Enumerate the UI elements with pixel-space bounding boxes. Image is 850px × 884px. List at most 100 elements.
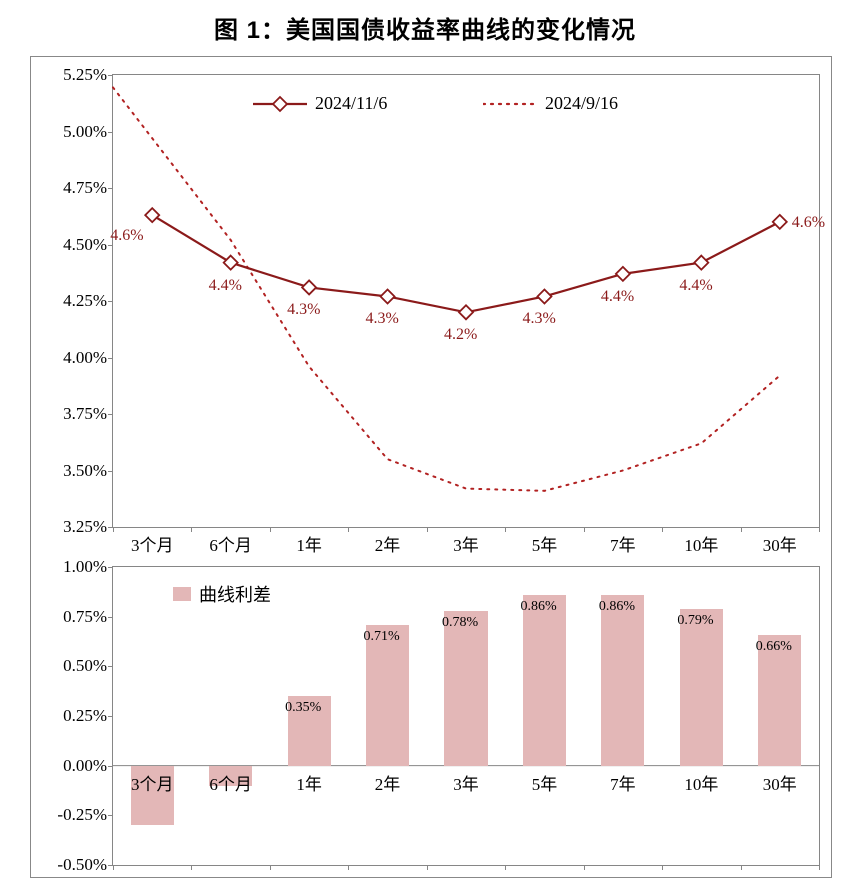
bar-data-label: 0.86% <box>520 599 556 615</box>
line-ytick-mark <box>108 132 113 133</box>
bar-data-label: 0.78% <box>442 615 478 631</box>
line-ytick-mark <box>108 358 113 359</box>
bar-xtick-mark <box>584 865 585 870</box>
line-data-label: 4.3% <box>366 310 399 328</box>
line-ytick-mark <box>108 301 113 302</box>
line-xtick-mark <box>270 527 271 532</box>
bar-xtick-label: 3个月 <box>131 768 174 795</box>
bar-ytick-label: 0.50% <box>63 656 113 676</box>
diamond-marker-icon <box>145 208 159 222</box>
legend-label: 2024/11/6 <box>315 93 387 114</box>
line-xtick-mark <box>741 527 742 532</box>
bar-ytick-label: 0.00% <box>63 756 113 776</box>
line-ytick-label: 4.00% <box>63 348 113 368</box>
line-ytick-mark <box>108 471 113 472</box>
bar-data-label: 0.71% <box>364 629 400 645</box>
line-data-label: 4.4% <box>209 277 242 295</box>
legend-dotted-icon <box>483 95 537 113</box>
diamond-marker-icon <box>381 289 395 303</box>
bar-xtick-label: 7年 <box>610 768 636 795</box>
line-xtick-mark <box>584 527 585 532</box>
bar-data-label: 0.35% <box>285 700 321 716</box>
bar-ytick-mark <box>108 567 113 568</box>
line-ytick-mark <box>108 414 113 415</box>
bar-xtick-label: 6个月 <box>209 768 252 795</box>
line-ytick-label: 4.75% <box>63 178 113 198</box>
line-xtick-mark <box>662 527 663 532</box>
bar-ytick-label: 0.25% <box>63 706 113 726</box>
diamond-marker-icon <box>459 305 473 319</box>
line-xtick-label: 30年 <box>763 527 797 556</box>
line-ytick-mark <box>108 188 113 189</box>
figure-title: 图 1：美国国债收益率曲线的变化情况 <box>0 0 850 51</box>
line-ytick-label: 4.50% <box>63 235 113 255</box>
bar-ytick-mark <box>108 766 113 767</box>
line-data-label: 4.3% <box>287 301 320 319</box>
bar-rect <box>366 625 409 766</box>
line-ytick-label: 3.50% <box>63 461 113 481</box>
line-data-label: 4.6% <box>110 227 143 245</box>
legend-line-diamond-icon <box>253 95 307 113</box>
bar-rect <box>601 595 644 766</box>
bar-xtick-label: 1年 <box>296 768 322 795</box>
bar-legend: 曲线利差 <box>173 581 271 607</box>
bar-ytick-label: 1.00% <box>63 557 113 577</box>
line-xtick-label: 2年 <box>375 527 401 556</box>
bar-xtick-mark <box>741 865 742 870</box>
line-data-label: 4.6% <box>792 214 825 232</box>
line-data-label: 4.4% <box>679 277 712 295</box>
bar-xtick-label: 2年 <box>375 768 401 795</box>
line-xtick-label: 7年 <box>610 527 636 556</box>
bar-xtick-mark <box>270 865 271 870</box>
bar-xtick-mark <box>662 865 663 870</box>
bar-ytick-mark <box>108 815 113 816</box>
bar-xtick-mark <box>348 865 349 870</box>
diamond-marker-icon <box>302 280 316 294</box>
diamond-marker-icon <box>537 289 551 303</box>
bar-rect <box>523 595 566 766</box>
line-xtick-label: 5年 <box>532 527 558 556</box>
line-xtick-label: 6个月 <box>209 527 252 556</box>
line-chart-svg <box>113 75 819 527</box>
line-chart-plot-area: 5.25%5.00%4.75%4.50%4.25%4.00%3.75%3.50%… <box>112 74 820 528</box>
bar-ytick-mark <box>108 617 113 618</box>
diamond-marker-icon <box>773 215 787 229</box>
bar-xtick-mark <box>191 865 192 870</box>
bar-xtick-mark <box>427 865 428 870</box>
bar-xtick-mark <box>819 865 820 870</box>
line-data-label: 4.3% <box>522 310 555 328</box>
line-xtick-mark <box>427 527 428 532</box>
bar-rect <box>680 609 723 766</box>
diamond-marker-icon <box>616 267 630 281</box>
line-ytick-label: 4.25% <box>63 291 113 311</box>
bar-ytick-label: -0.25% <box>57 805 113 825</box>
line-xtick-mark <box>505 527 506 532</box>
line-xtick-mark <box>191 527 192 532</box>
line-xtick-label: 3个月 <box>131 527 174 556</box>
bar-rect <box>444 611 487 766</box>
bar-ytick-mark <box>108 666 113 667</box>
diamond-marker-icon <box>224 256 238 270</box>
bar-data-label: 0.79% <box>677 613 713 629</box>
line-xtick-mark <box>348 527 349 532</box>
line-ytick-label: 3.75% <box>63 404 113 424</box>
bar-data-label: 0.86% <box>599 599 635 615</box>
bar-ytick-label: 0.75% <box>63 607 113 627</box>
bar-data-label: 0.66% <box>756 639 792 655</box>
bar-ytick-mark <box>108 716 113 717</box>
line-data-label: 4.2% <box>444 326 477 344</box>
bar-xtick-label: 30年 <box>763 768 797 795</box>
bar-chart-plot-area: 1.00%0.75%0.50%0.25%0.00%-0.25%-0.50%3个月… <box>112 566 820 866</box>
line-xtick-mark <box>113 527 114 532</box>
bar-xtick-label: 5年 <box>532 768 558 795</box>
line-ytick-label: 3.25% <box>63 517 113 537</box>
bar-xtick-mark <box>505 865 506 870</box>
legend-swatch-icon <box>173 587 191 601</box>
bar-ytick-label: -0.50% <box>57 855 113 875</box>
diamond-marker-icon <box>694 256 708 270</box>
bar-xtick-mark <box>113 865 114 870</box>
line-ytick-label: 5.25% <box>63 65 113 85</box>
bar-xtick-label: 3年 <box>453 768 479 795</box>
series-2024-11-6 <box>152 215 780 312</box>
line-xtick-label: 1年 <box>296 527 322 556</box>
